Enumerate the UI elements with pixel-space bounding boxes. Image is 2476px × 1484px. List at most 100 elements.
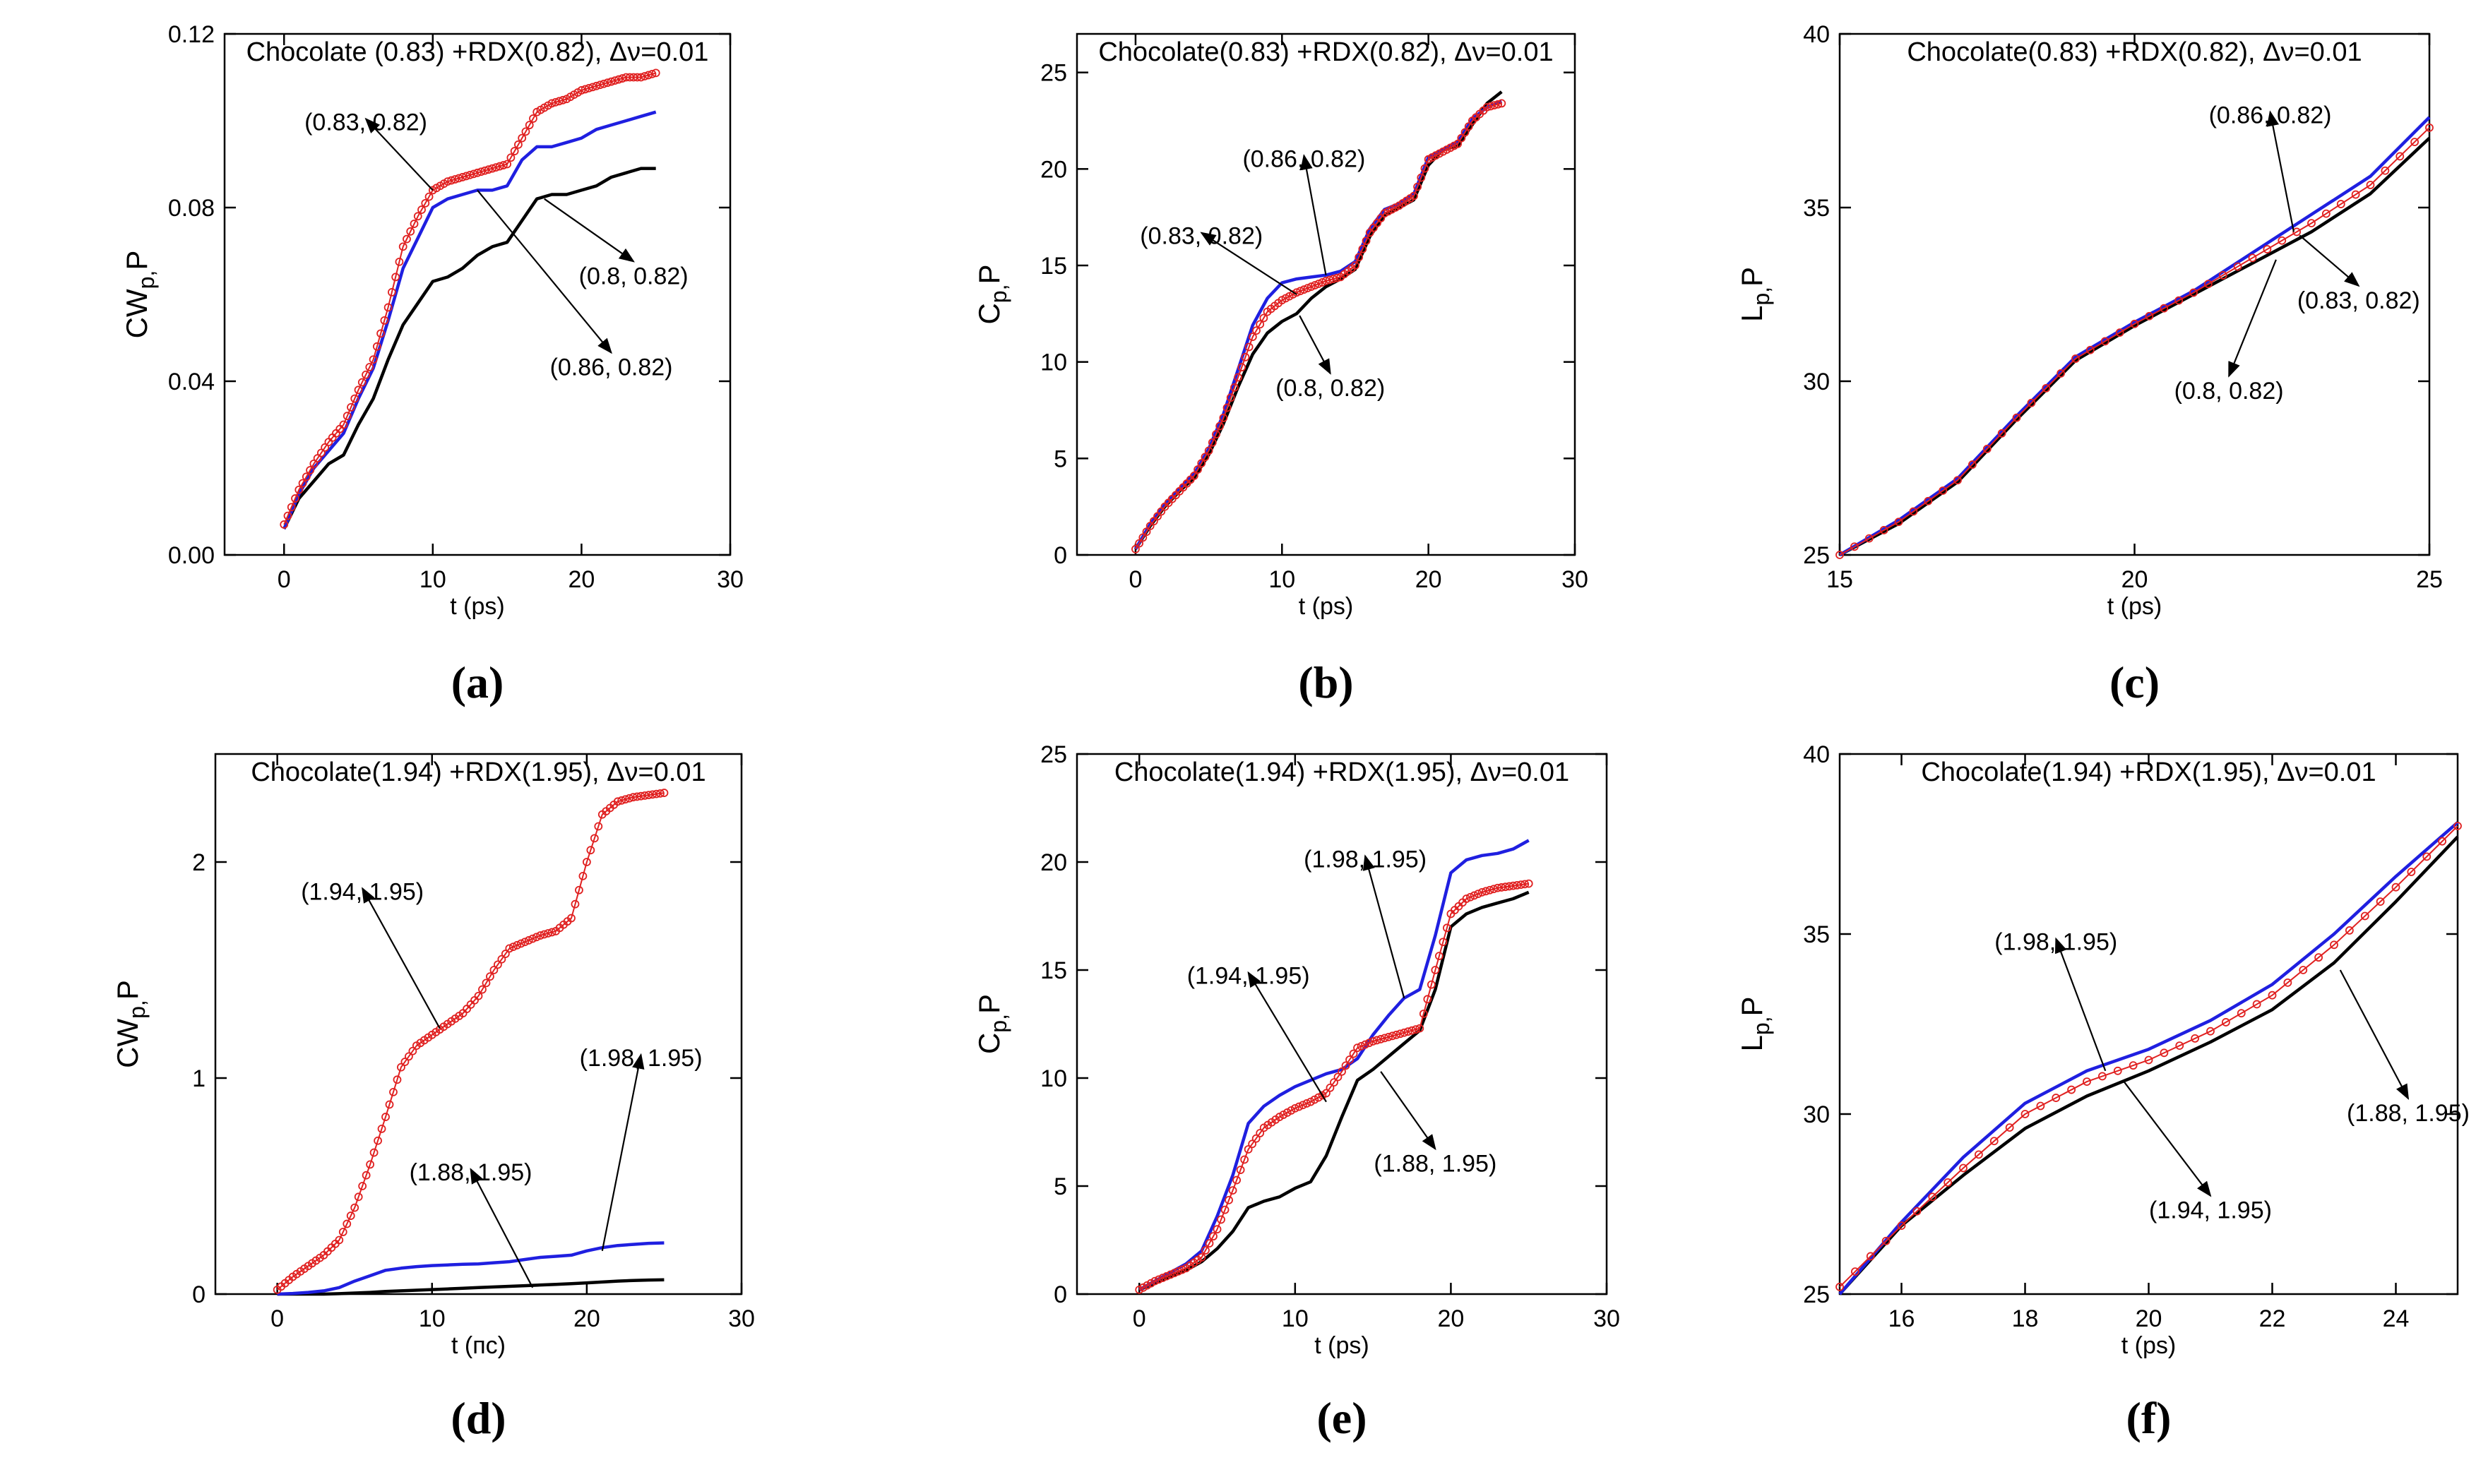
- x-tick-label: 10: [419, 1305, 446, 1332]
- x-tick-label: 10: [419, 566, 446, 593]
- y-tick-label: 35: [1803, 921, 1830, 948]
- data-point: [1169, 1269, 1179, 1278]
- data-point: [2160, 304, 2169, 313]
- data-point: [2097, 1072, 2107, 1081]
- data-point: [350, 394, 359, 403]
- data-point: [1431, 966, 1440, 974]
- annotation-arrow: [2266, 110, 2295, 232]
- data-point: [2057, 369, 2066, 378]
- data-point: [1434, 952, 1444, 961]
- data-point: [1470, 891, 1479, 900]
- data-point: [451, 175, 460, 184]
- data-point: [524, 936, 533, 945]
- data-point: [1384, 1032, 1393, 1041]
- y-axis-label-subscript: p,: [124, 1000, 150, 1019]
- y-tick-label: 30: [1803, 1101, 1830, 1128]
- data-point: [1318, 278, 1327, 287]
- data-point: [369, 1148, 379, 1157]
- y-tick-label: 5: [1054, 445, 1067, 472]
- y-tick-label: 20: [1040, 849, 1067, 876]
- data-point: [1420, 164, 1429, 173]
- data-point: [1314, 280, 1323, 288]
- annotation-label: (0.86, 0.82): [550, 354, 673, 381]
- data-point: [343, 412, 352, 421]
- data-point: [484, 165, 493, 174]
- panel-label: (f): [2126, 1393, 2172, 1443]
- annotation-label: (0.83, 0.82): [304, 109, 427, 136]
- data-point: [1400, 1028, 1409, 1037]
- data-point: [2330, 940, 2338, 950]
- data-point: [581, 85, 590, 94]
- y-axis-label-main: CW: [111, 1019, 144, 1068]
- data-point: [1158, 1274, 1167, 1282]
- data-point: [408, 1046, 417, 1055]
- data-point: [2422, 852, 2432, 861]
- data-point: [1439, 938, 1448, 947]
- data-point: [1997, 429, 2006, 438]
- data-point: [2221, 1018, 2230, 1027]
- series-line: [1839, 127, 2430, 556]
- data-point: [1392, 1030, 1401, 1039]
- data-point: [656, 789, 665, 798]
- series-group: [1835, 821, 2462, 1295]
- data-point: [1357, 1041, 1366, 1051]
- data-point: [2366, 181, 2375, 189]
- data-point: [1209, 1232, 1218, 1241]
- x-tick-label: 16: [1888, 1305, 1915, 1332]
- data-point: [480, 166, 489, 175]
- data-point: [417, 205, 426, 214]
- data-point: [291, 494, 299, 503]
- data-point: [2206, 1027, 2215, 1036]
- chart-panel-4: 0 10 20 30 0 1 2 t (пс) CWp,P Chocolate(1.94) +RD…: [111, 753, 755, 1443]
- data-point: [2144, 1055, 2153, 1065]
- y-tick-label: 10: [1040, 1065, 1067, 1092]
- data-point: [1410, 191, 1418, 201]
- annotation-arrow: [2339, 969, 2410, 1100]
- data-point: [2268, 991, 2277, 1000]
- data-point: [594, 822, 603, 831]
- data-point: [2438, 837, 2447, 846]
- data-point: [1256, 1129, 1265, 1137]
- x-tick-label: 30: [728, 1305, 755, 1332]
- annotation-arrow: [544, 198, 635, 263]
- y-tick-label: 0: [192, 1281, 206, 1308]
- series-line: [1138, 890, 1530, 1291]
- data-point: [577, 86, 586, 95]
- annotation-label: (0.83, 0.82): [2297, 287, 2420, 314]
- data-point: [567, 914, 576, 923]
- data-point: [2410, 138, 2420, 147]
- data-point: [335, 1235, 344, 1245]
- data-point: [1489, 885, 1498, 894]
- data-point: [1850, 542, 1859, 551]
- data-point: [403, 234, 411, 244]
- data-point: [1226, 393, 1235, 402]
- data-point: [2042, 383, 2051, 393]
- data-point: [1197, 1253, 1206, 1262]
- data-point: [588, 83, 597, 92]
- data-point: [505, 944, 514, 953]
- data-point: [651, 68, 660, 78]
- data-point: [1325, 275, 1334, 285]
- data-point: [469, 169, 478, 179]
- data-point: [2145, 311, 2154, 321]
- annotation-label: (0.8, 0.82): [2174, 378, 2284, 405]
- data-point: [1142, 527, 1151, 537]
- y-tick-label: 15: [1040, 957, 1067, 984]
- data-point: [2100, 337, 2109, 346]
- data-point: [633, 792, 641, 801]
- x-tick-label: 0: [1133, 1305, 1146, 1332]
- data-point: [644, 791, 653, 800]
- plot-frame: [214, 753, 743, 1295]
- data-point: [362, 370, 370, 379]
- chart-title: Chocolate (0.83) +RDX(0.82), Δν=0.01: [246, 37, 709, 67]
- y-axis-label: Cp,P: [972, 994, 1011, 1054]
- data-point: [1912, 1207, 1922, 1216]
- data-point: [2381, 166, 2390, 175]
- annotation-label: (0.86, 0.82): [2209, 102, 2332, 129]
- data-point: [398, 242, 407, 251]
- data-point: [2191, 1034, 2200, 1043]
- data-point: [1307, 282, 1316, 291]
- y-tick-label: 0.04: [168, 369, 215, 395]
- data-point: [641, 791, 649, 800]
